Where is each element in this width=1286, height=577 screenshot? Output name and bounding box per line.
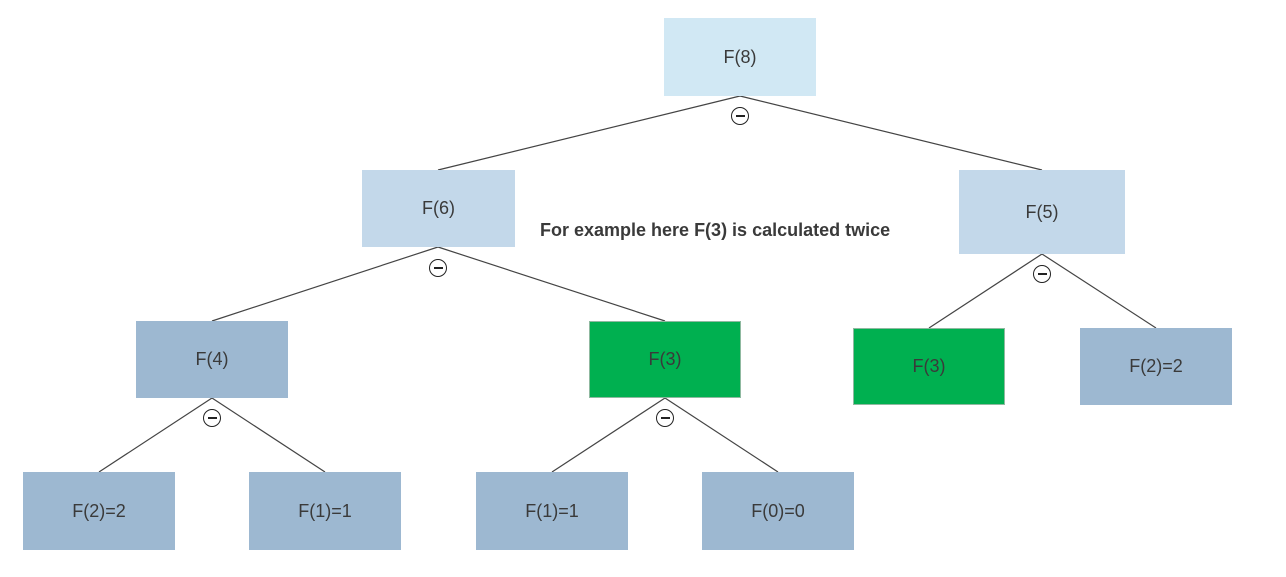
node-f6[interactable]: F(6) [362, 170, 515, 247]
node-f3-left[interactable]: F(3) [589, 321, 741, 398]
minus-circle-icon[interactable] [203, 409, 221, 427]
edge-f3-f0 [664, 397, 779, 473]
edge-f6-f3 [437, 246, 666, 322]
node-f8[interactable]: F(8) [664, 18, 816, 96]
edge-f3-f1 [551, 397, 666, 473]
edge-f4-f2 [98, 397, 213, 473]
node-f5[interactable]: F(5) [959, 170, 1125, 254]
edge-f5-f2 [1041, 253, 1157, 329]
edge-f8-f6 [437, 95, 741, 171]
node-f1-a[interactable]: F(1)=1 [249, 472, 401, 550]
edge-f4-f1 [211, 397, 326, 473]
node-f4[interactable]: F(4) [136, 321, 288, 398]
minus-circle-icon[interactable] [731, 107, 749, 125]
minus-circle-icon[interactable] [656, 409, 674, 427]
node-f1-b[interactable]: F(1)=1 [476, 472, 628, 550]
node-f2-left[interactable]: F(2)=2 [23, 472, 175, 550]
minus-circle-icon[interactable] [429, 259, 447, 277]
annotation-text: For example here F(3) is calculated twic… [540, 220, 891, 240]
minus-circle-icon[interactable] [1033, 265, 1051, 283]
edge-f5-f3 [928, 253, 1043, 329]
edge-f8-f5 [739, 95, 1043, 171]
node-f3-right[interactable]: F(3) [853, 328, 1005, 405]
edge-f6-f4 [211, 246, 439, 322]
node-f0[interactable]: F(0)=0 [702, 472, 854, 550]
node-f2-right[interactable]: F(2)=2 [1080, 328, 1232, 405]
